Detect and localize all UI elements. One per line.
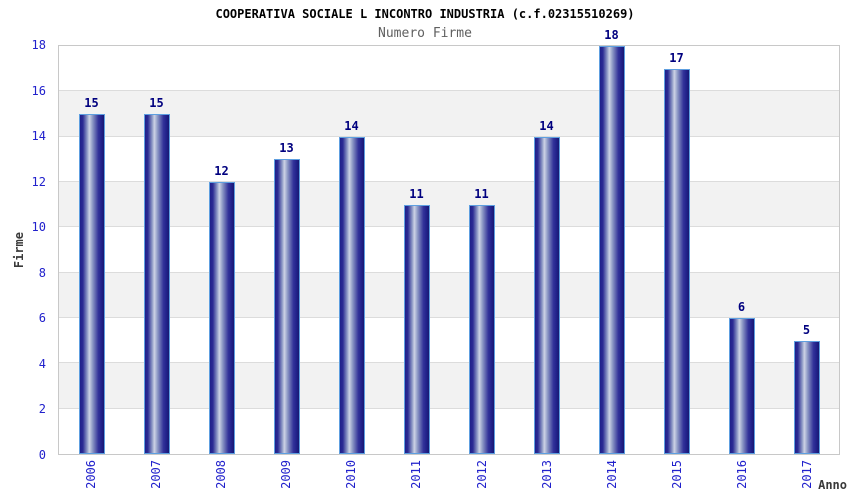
bar-2011 xyxy=(403,204,430,454)
x-axis-title: Anno xyxy=(818,478,847,492)
bar-slot-2006: 15 xyxy=(59,46,124,454)
bar-value-label: 17 xyxy=(669,50,684,65)
y-tick-label: 4 xyxy=(38,356,46,371)
bar-slot-2014: 18 xyxy=(579,28,644,454)
x-tick-label: 2015 xyxy=(670,460,685,489)
x-tick-slot: 2013 xyxy=(514,460,579,498)
x-tick-slot: 2006 xyxy=(58,460,123,498)
bar-2017 xyxy=(793,340,820,454)
x-tick-slot: 2008 xyxy=(188,460,253,498)
plot-area: 15 15 12 13 14 11 11 14 18 17 6 5 xyxy=(58,28,840,455)
y-tick-label: 14 xyxy=(31,129,46,144)
y-tick-label: 2 xyxy=(38,402,46,417)
bar-value-label: 14 xyxy=(539,118,554,133)
bar-slot-2013: 14 xyxy=(514,46,579,454)
grid-band xyxy=(59,181,839,228)
bar-2008 xyxy=(208,182,235,454)
x-tick-slot: 2012 xyxy=(449,460,514,498)
bar-2009 xyxy=(273,159,300,454)
bar-slot-2012: 11 xyxy=(449,46,514,454)
x-tick-label: 2011 xyxy=(409,460,424,489)
x-tick-slot: 2015 xyxy=(645,460,710,498)
x-tick-slot: 2010 xyxy=(319,460,384,498)
y-tick-label: 18 xyxy=(31,38,46,52)
y-tick-label: 6 xyxy=(38,311,46,326)
bar-value-label: 18 xyxy=(604,28,619,42)
bar-2016 xyxy=(728,318,755,454)
bar-value-label: 15 xyxy=(84,96,99,110)
grid-band xyxy=(59,408,839,454)
bar-value-label: 6 xyxy=(737,300,746,315)
bar-slot-2016: 6 xyxy=(709,46,774,454)
chart-subtitle: Numero Firme xyxy=(378,26,472,41)
bar-slot-2017: 5 xyxy=(774,46,839,454)
x-tick-label: 2010 xyxy=(344,460,359,489)
x-tick-slot: 2011 xyxy=(384,460,449,498)
bar-2014 xyxy=(598,46,625,454)
bar-value-label: 11 xyxy=(409,186,424,201)
bar-2015 xyxy=(663,68,690,454)
bar-2007 xyxy=(143,114,170,454)
grid-bands xyxy=(59,46,839,454)
x-axis-ticks: 2006 2007 2008 2009 2010 2011 2012 2013 2014 2015… xyxy=(58,460,840,498)
x-tick-slot: 2007 xyxy=(123,460,188,498)
grid-band xyxy=(59,46,839,92)
grid-band xyxy=(59,363,839,409)
bar-slot-2008: 12 xyxy=(189,46,254,454)
grid-band xyxy=(59,272,839,318)
bar-value-label: 15 xyxy=(149,96,164,110)
bar-value-label: 13 xyxy=(279,141,294,156)
grid-band xyxy=(59,317,839,364)
x-tick-label: 2006 xyxy=(83,460,98,489)
bar-2010 xyxy=(338,136,365,454)
grid-band xyxy=(59,136,839,182)
bar-slot-2011: 11 xyxy=(384,46,449,454)
bar-2013 xyxy=(533,136,560,454)
x-tick-label: 2007 xyxy=(148,460,163,489)
x-tick-label: 2009 xyxy=(279,460,294,489)
x-tick-slot: 2009 xyxy=(254,460,319,498)
bar-2012 xyxy=(468,204,495,454)
grid-band xyxy=(59,91,839,137)
x-tick-slot: 2016 xyxy=(710,460,775,498)
bar-slot-2007: 15 xyxy=(124,46,189,454)
y-tick-label: 12 xyxy=(31,174,46,189)
bar-value-label: 5 xyxy=(802,322,811,337)
y-tick-label: 16 xyxy=(31,83,46,98)
y-axis-ticks: 0 2 4 6 8 10 12 14 16 18 xyxy=(0,38,52,462)
bar-value-label: 11 xyxy=(474,186,489,201)
bar-slot-2009: 13 xyxy=(254,46,319,454)
grid-band xyxy=(59,227,839,273)
chart-title: COOPERATIVA SOCIALE L INCONTRO INDUSTRIA… xyxy=(215,7,635,21)
bar-value-label: 12 xyxy=(214,164,229,179)
x-tick-label: 2017 xyxy=(800,460,815,489)
x-tick-label: 2014 xyxy=(604,460,619,489)
x-tick-label: 2016 xyxy=(735,460,750,489)
bar-slot-2015: 17 xyxy=(644,46,709,454)
x-tick-label: 2013 xyxy=(539,460,554,489)
y-tick-label: 8 xyxy=(38,265,46,280)
x-tick-label: 2012 xyxy=(474,460,489,489)
bar-slot-2010: 14 xyxy=(319,46,384,454)
x-tick-slot: 2014 xyxy=(579,460,644,498)
y-tick-label: 10 xyxy=(31,220,46,235)
bar-2006 xyxy=(78,114,105,454)
bar-value-label: 14 xyxy=(344,118,359,133)
y-tick-label: 0 xyxy=(38,448,46,462)
bar-slots: 15 15 12 13 14 11 11 14 18 17 6 5 xyxy=(59,28,839,454)
x-tick-label: 2008 xyxy=(213,460,228,489)
